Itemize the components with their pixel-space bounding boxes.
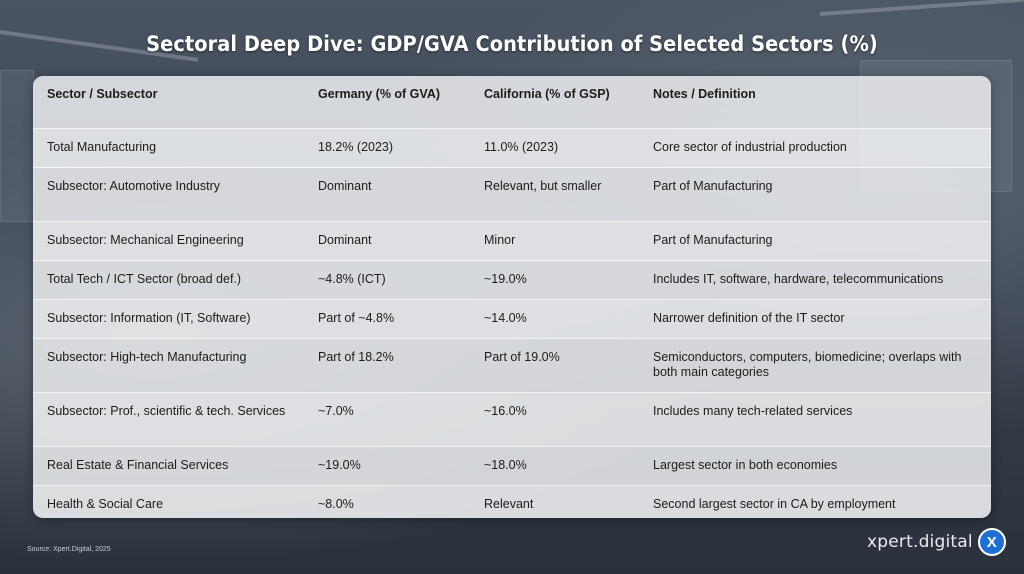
table-row: Total Manufacturing 18.2% (2023) 11.0% (… [33,128,991,168]
cell-notes: Includes many tech-related services [639,392,991,447]
logo-text: xpert.digital [867,532,973,552]
table-header-row: Sector / Subsector Germany (% of GVA) Ca… [33,76,991,129]
table-row: Subsector: Information (IT, Software) Pa… [33,299,991,339]
cell-sector: Subsector: High-tech Manufacturing [33,338,304,393]
cell-notes: Second largest sector in CA by employmen… [639,485,991,518]
cell-germany: Part of ~4.8% [304,299,470,339]
table-row: Health & Social Care ~8.0% Relevant Seco… [33,485,991,518]
cell-california: ~14.0% [470,299,639,339]
table-row: Subsector: Mechanical Engineering Domina… [33,221,991,261]
column-header-sector: Sector / Subsector [47,87,158,101]
cell-california: Part of 19.0% [470,338,639,393]
cell-sector: Subsector: Automotive Industry [33,167,304,222]
cell-germany: Part of 18.2% [304,338,470,393]
table-row: Subsector: Automotive Industry Dominant … [33,167,991,222]
cell-california: 11.0% (2023) [470,128,639,168]
table-row: Total Tech / ICT Sector (broad def.) ~4.… [33,260,991,300]
column-header-notes: Notes / Definition [653,87,756,101]
cell-sector: Subsector: Mechanical Engineering [33,221,304,261]
cell-notes: Narrower definition of the IT sector [639,299,991,339]
cell-germany: ~4.8% (ICT) [304,260,470,300]
cell-california: Relevant [470,485,639,518]
page-title: Sectoral Deep Dive: GDP/GVA Contribution… [146,32,878,56]
cell-notes: Largest sector in both economies [639,446,991,486]
cell-germany: Dominant [304,167,470,222]
sector-table: Sector / Subsector Germany (% of GVA) Ca… [33,76,991,518]
cell-germany: ~19.0% [304,446,470,486]
cell-california: ~18.0% [470,446,639,486]
cell-sector: Subsector: Information (IT, Software) [33,299,304,339]
cell-california: Relevant, but smaller [470,167,639,222]
logo-badge-icon: X [977,528,1006,556]
cell-california: Minor [470,221,639,261]
cell-notes: Includes IT, software, hardware, telecom… [639,260,991,300]
column-header-california: California (% of GSP) [484,87,610,101]
cell-sector: Subsector: Prof., scientific & tech. Ser… [33,392,304,447]
brand-logo[interactable]: xpert.digital X [867,528,1006,556]
source-note: Source: Xpert.Digital, 2025 [27,546,111,553]
cell-sector: Real Estate & Financial Services [33,446,304,486]
sector-table-card: Sector / Subsector Germany (% of GVA) Ca… [33,76,991,518]
cell-sector: Health & Social Care [33,485,304,518]
cell-sector: Total Tech / ICT Sector (broad def.) [33,260,304,300]
cell-california: ~19.0% [470,260,639,300]
cell-california: ~16.0% [470,392,639,447]
cell-notes: Semiconductors, computers, biomedicine; … [639,338,991,393]
background-beam [819,0,1024,16]
cell-notes: Core sector of industrial production [639,128,991,168]
cell-notes: Part of Manufacturing [639,221,991,261]
table-row: Real Estate & Financial Services ~19.0% … [33,446,991,486]
cell-germany: ~8.0% [304,485,470,518]
table-row: Subsector: High-tech Manufacturing Part … [33,338,991,393]
column-header-germany: Germany (% of GVA) [318,87,441,101]
cell-notes: Part of Manufacturing [639,167,991,222]
cell-germany: 18.2% (2023) [304,128,470,168]
cell-germany: ~7.0% [304,392,470,447]
background-window [0,70,34,222]
cell-sector: Total Manufacturing [33,128,304,168]
table-row: Subsector: Prof., scientific & tech. Ser… [33,392,991,447]
cell-germany: Dominant [304,221,470,261]
